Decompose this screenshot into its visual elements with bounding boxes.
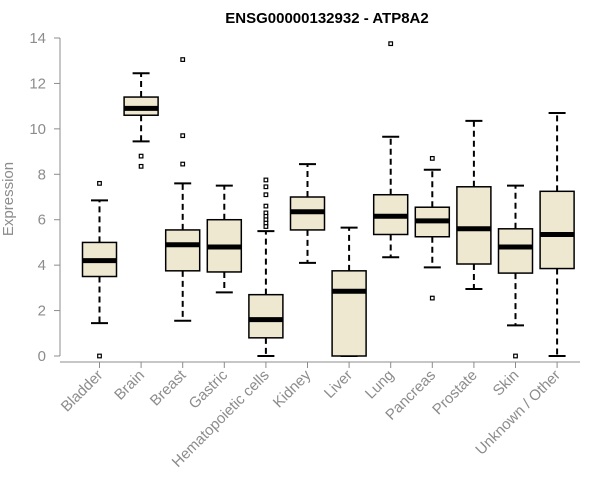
box	[331, 270, 367, 357]
outlier-point	[180, 133, 186, 139]
y-tick-label: 0	[38, 348, 46, 365]
box	[248, 293, 284, 339]
x-tick-label: Liver	[321, 367, 356, 402]
y-tick-label: 4	[38, 257, 46, 274]
y-tick-label: 12	[29, 75, 46, 92]
outlier-point	[429, 155, 435, 161]
y-tick-label: 8	[38, 166, 46, 183]
box-group	[123, 72, 159, 169]
box-group	[331, 226, 367, 357]
x-tick-label: Kidney	[270, 366, 315, 411]
outlier-point	[180, 57, 186, 62]
x-tick-label: Bladder	[58, 367, 107, 416]
outlier-point	[263, 192, 269, 198]
outlier-point	[429, 295, 435, 301]
outlier-point	[263, 203, 269, 209]
outlier-point	[180, 161, 186, 167]
chart-title: ENSG00000132932 - ATP8A2	[225, 10, 428, 27]
x-tick-label: Breast	[147, 366, 190, 409]
box-group	[539, 111, 575, 357]
y-tick-label: 10	[29, 121, 46, 138]
x-tick-label: Skin	[490, 367, 523, 400]
y-axis-label: Expression	[0, 162, 17, 236]
y-tick-label: 2	[38, 303, 46, 320]
x-tick-label: Prostate	[429, 367, 481, 419]
y-tick-label: 14	[29, 30, 46, 47]
box	[164, 229, 201, 272]
outlier-point	[388, 41, 394, 47]
outlier-point	[513, 353, 518, 359]
y-tick-label: 6	[38, 212, 46, 229]
outlier-point	[97, 180, 102, 186]
x-tick-label: Lung	[362, 367, 398, 403]
box	[539, 190, 575, 270]
box-group	[248, 177, 284, 357]
box-group	[456, 119, 492, 290]
outlier-point	[138, 163, 144, 169]
outlier-point	[263, 177, 269, 183]
box-group	[206, 184, 243, 294]
outlier-point	[263, 184, 269, 190]
outlier-point	[138, 153, 144, 159]
box-group	[81, 180, 118, 359]
outlier-point	[263, 224, 269, 229]
box	[456, 186, 492, 265]
outlier-point	[97, 353, 102, 359]
box-group	[372, 41, 409, 259]
box-layer	[81, 41, 575, 359]
box-group	[164, 57, 201, 322]
x-tick-label: Brain	[111, 367, 148, 404]
box-group	[414, 155, 451, 301]
box-group	[289, 163, 326, 264]
box	[497, 228, 534, 274]
box-group	[497, 184, 534, 359]
